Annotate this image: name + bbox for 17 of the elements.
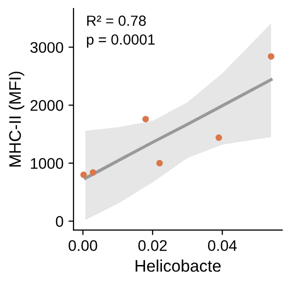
- point: [142, 116, 149, 122]
- annotation: R² = 0.78: [87, 16, 146, 26]
- point: [90, 169, 96, 176]
- point: [216, 134, 222, 141]
- x-tick-label: 0.04: [208, 240, 237, 251]
- y-tick-label: 3000: [30, 42, 64, 53]
- y-axis-title: MHC-II (MFI): [8, 72, 24, 167]
- x-axis-title: Helicobacte: [136, 260, 221, 272]
- point: [156, 160, 163, 166]
- x-tick-label: 0.00: [68, 240, 98, 251]
- point: [268, 53, 274, 60]
- y-tick-label: 2000: [30, 100, 64, 111]
- y-tick-label: 1000: [30, 158, 64, 169]
- annotation: p = 0.0001: [86, 34, 155, 48]
- y-tick-label: 0: [56, 216, 64, 227]
- x-tick-label: 0.02: [138, 240, 167, 251]
- point: [80, 172, 87, 178]
